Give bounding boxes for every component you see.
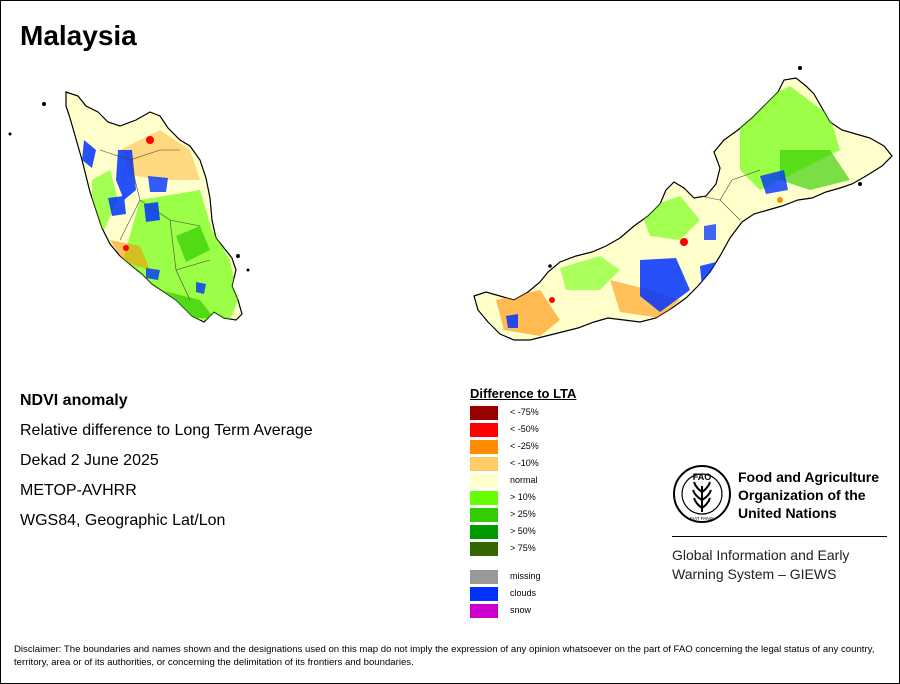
legend: Difference to LTA < -75% < -50% < -25% <…	[470, 386, 650, 620]
legend-swatch	[470, 440, 498, 454]
product-name: NDVI anomaly	[20, 392, 128, 409]
legend-item: snow	[470, 603, 650, 620]
fao-logo-icon: FAO FIAT PANIS	[673, 465, 731, 523]
legend-swatch	[470, 491, 498, 505]
legend-item: < -50%	[470, 422, 650, 439]
legend-label: < -10%	[510, 458, 539, 468]
legend-swatch	[470, 570, 498, 584]
legend-swatch	[470, 474, 498, 488]
legend-swatch	[470, 457, 498, 471]
projection-label: WGS84, Geographic Lat/Lon	[20, 512, 226, 529]
period-label: Dekad 2 June 2025	[20, 452, 159, 469]
peninsular-malaysia	[8, 91, 250, 323]
fao-org-name: Food and Agriculture Organization of the…	[738, 469, 880, 521]
legend-item: < -25%	[470, 439, 650, 456]
divider	[672, 536, 887, 537]
legend-item: clouds	[470, 586, 650, 603]
legend-swatch	[470, 508, 498, 522]
legend-item: > 25%	[470, 507, 650, 524]
fao-emblem-motto: FIAT PANIS	[690, 516, 714, 521]
east-malaysia	[473, 66, 893, 341]
legend-swatch	[470, 423, 498, 437]
map-title: Malaysia	[20, 20, 137, 51]
fao-emblem-text: FAO	[693, 472, 712, 482]
product-description: Relative difference to Long Term Average	[20, 422, 313, 439]
legend-label: clouds	[510, 588, 537, 598]
legend-title: Difference to LTA	[470, 386, 577, 401]
legend-label: > 25%	[510, 509, 536, 519]
legend-swatch	[470, 525, 498, 539]
legend-item: normal	[470, 473, 650, 490]
legend-label: < -50%	[510, 424, 539, 434]
legend-label: > 75%	[510, 543, 536, 553]
legend-swatch	[470, 406, 498, 420]
legend-item: < -10%	[470, 456, 650, 473]
legend-swatch	[470, 587, 498, 601]
legend-label: > 50%	[510, 526, 536, 536]
legend-swatch	[470, 604, 498, 618]
legend-item: > 75%	[470, 541, 650, 558]
malaysia-map	[8, 66, 893, 341]
legend-item: > 50%	[470, 524, 650, 541]
legend-label: snow	[510, 605, 532, 615]
legend-label: missing	[510, 571, 541, 581]
legend-label: < -25%	[510, 441, 539, 451]
legend-item: missing	[470, 569, 650, 586]
legend-item: < -75%	[470, 405, 650, 422]
map-info: NDVI anomaly Relative difference to Long…	[20, 392, 313, 542]
legend-label: normal	[510, 475, 538, 485]
disclaimer: Disclaimer: The boundaries and names sho…	[14, 644, 875, 668]
sensor-label: METOP-AVHRR	[20, 482, 137, 499]
legend-swatch	[470, 542, 498, 556]
legend-item: > 10%	[470, 490, 650, 507]
giews-name: Global Information and Early Warning Sys…	[672, 547, 850, 582]
legend-label: < -75%	[510, 407, 539, 417]
legend-label: > 10%	[510, 492, 536, 502]
